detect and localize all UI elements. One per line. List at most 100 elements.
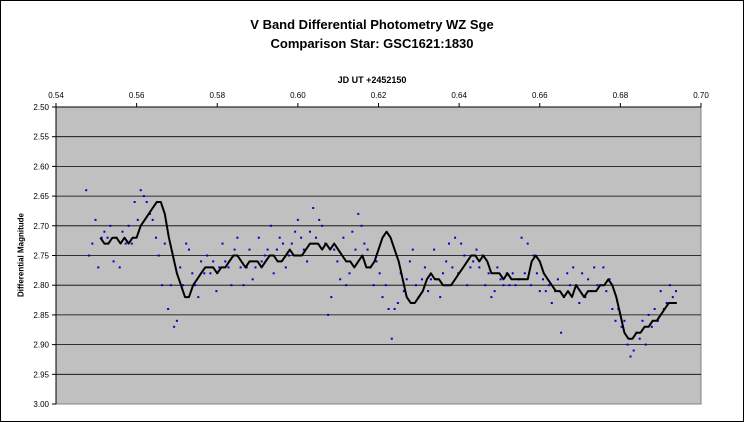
data-point (472, 260, 475, 263)
data-point (157, 254, 160, 257)
series-line (99, 201, 677, 340)
data-point (451, 266, 454, 269)
data-point (161, 284, 163, 287)
data-point (248, 248, 251, 251)
y-tick-label: 2.55 (33, 133, 49, 142)
data-point (200, 260, 203, 263)
data-point (288, 254, 290, 257)
data-point (94, 218, 97, 221)
data-point (390, 337, 393, 340)
data-point (384, 284, 387, 287)
x-tick-label: 0.56 (129, 91, 145, 100)
data-point (448, 242, 450, 245)
data-point (230, 284, 233, 287)
data-point (215, 290, 218, 293)
data-point (203, 272, 206, 275)
data-point (475, 248, 478, 251)
data-point (526, 242, 529, 245)
data-point (85, 189, 88, 192)
y-tick-label: 2.60 (33, 162, 49, 171)
data-point (463, 254, 466, 257)
data-point (393, 308, 396, 310)
data-point (290, 242, 293, 245)
x-tick-label: 0.62 (371, 91, 387, 100)
data-point (133, 201, 136, 203)
data-point (647, 313, 650, 316)
data-point (182, 284, 184, 287)
data-point (302, 248, 305, 251)
chart-subtitle: Comparison Star: GSC1621:1830 (270, 36, 474, 51)
data-point (224, 260, 227, 263)
data-point (529, 284, 532, 287)
data-point (454, 236, 457, 239)
data-point (257, 236, 260, 239)
data-point (596, 284, 599, 287)
data-point (221, 242, 224, 245)
data-point (626, 343, 629, 346)
data-point (97, 266, 100, 269)
data-point (375, 260, 378, 263)
y-tick-label: 2.90 (33, 341, 49, 350)
data-point (330, 296, 333, 299)
data-point (336, 260, 339, 263)
data-point (493, 290, 496, 293)
data-point (490, 296, 493, 299)
data-point (294, 230, 297, 233)
x-tick-label: 0.68 (613, 91, 629, 100)
data-point (112, 260, 115, 263)
data-point (139, 189, 142, 192)
data-point (100, 236, 103, 239)
data-point (236, 236, 239, 239)
data-point (118, 266, 121, 269)
data-point (421, 278, 423, 281)
data-point (194, 284, 197, 287)
y-tick-label: 2.50 (33, 103, 49, 112)
data-point (511, 272, 514, 275)
data-point (653, 308, 656, 310)
data-point (381, 296, 384, 299)
data-point (650, 325, 653, 328)
data-point (239, 266, 242, 269)
data-point (151, 218, 154, 221)
data-point (169, 284, 172, 287)
data-point (402, 290, 405, 293)
data-point (163, 242, 166, 245)
data-point (556, 278, 559, 281)
data-point (191, 272, 194, 275)
data-point (173, 325, 176, 328)
data-point (671, 296, 674, 299)
data-point (357, 212, 360, 215)
data-point (538, 290, 541, 293)
data-point (566, 272, 569, 275)
data-point (321, 224, 324, 227)
data-point (312, 207, 315, 209)
data-point (315, 236, 317, 239)
data-point (272, 272, 275, 275)
data-point (227, 266, 230, 269)
data-point (433, 248, 436, 251)
data-point (523, 272, 526, 275)
data-point (499, 278, 502, 281)
data-point (309, 230, 311, 233)
data-point (306, 260, 309, 263)
data-point (212, 260, 215, 263)
data-point (581, 272, 584, 275)
data-point (91, 242, 94, 245)
data-point (124, 242, 127, 245)
data-point (145, 201, 148, 203)
data-point (638, 337, 641, 340)
data-point (354, 248, 357, 251)
chart-title: V Band Differential Photometry WZ Sge (250, 17, 494, 32)
data-point (155, 236, 157, 239)
x-tick-label: 0.70 (693, 91, 709, 100)
data-point (405, 278, 408, 281)
data-point (233, 248, 236, 251)
data-point (532, 254, 535, 257)
data-point (378, 272, 381, 275)
data-point (136, 218, 139, 221)
data-point (106, 236, 109, 239)
data-point (508, 284, 511, 287)
data-point (411, 248, 414, 251)
x-tick-label: 0.64 (451, 91, 467, 100)
